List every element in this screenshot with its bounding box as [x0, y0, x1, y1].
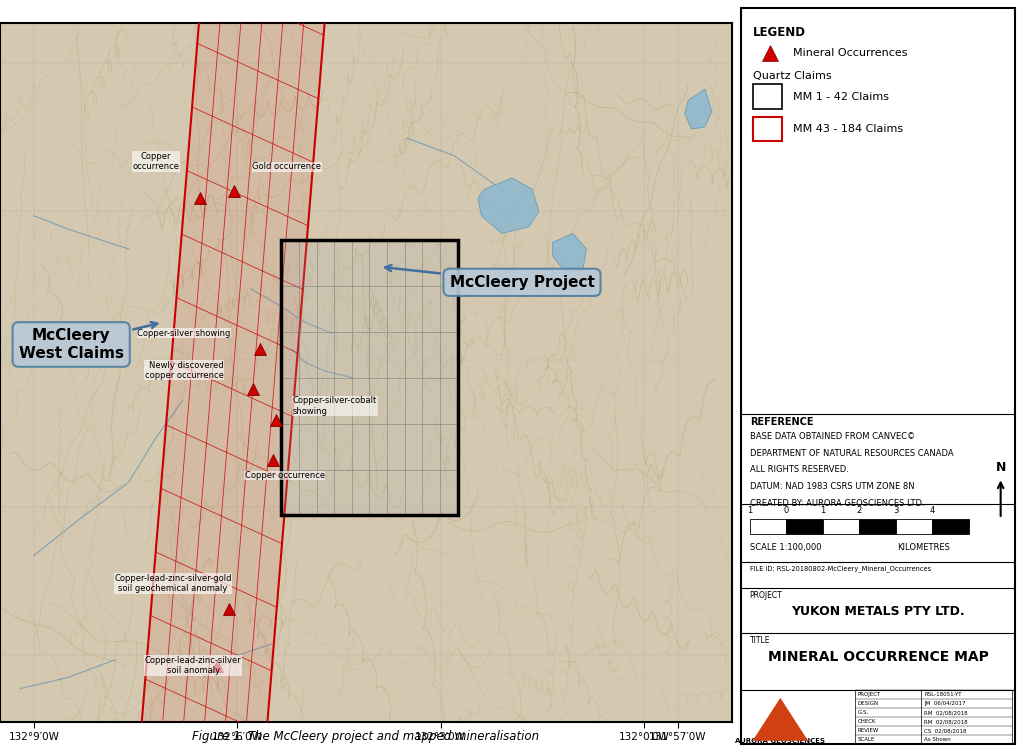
- Text: MINERAL OCCURRENCE MAP: MINERAL OCCURRENCE MAP: [768, 650, 988, 664]
- Text: PROJECT: PROJECT: [750, 591, 782, 600]
- Bar: [750, 519, 786, 534]
- Polygon shape: [753, 698, 808, 741]
- Bar: [786, 519, 822, 534]
- Text: As Shown: As Shown: [924, 738, 951, 742]
- Text: MM 1 - 42 Claims: MM 1 - 42 Claims: [794, 92, 890, 102]
- Bar: [859, 519, 896, 534]
- Text: G.S.: G.S.: [858, 711, 869, 715]
- Text: McCleery Project: McCleery Project: [385, 265, 595, 290]
- Text: DESIGN: DESIGN: [858, 702, 879, 706]
- Bar: [282, 240, 458, 515]
- Text: Figure 1. The McCleery project and mapped mineralisation: Figure 1. The McCleery project and mappe…: [193, 730, 539, 743]
- Text: CREATED BY: AURORA GEOSCIENCES LTD.: CREATED BY: AURORA GEOSCIENCES LTD.: [750, 499, 925, 508]
- Text: BASE DATA OBTAINED FROM CANVEC©: BASE DATA OBTAINED FROM CANVEC©: [750, 432, 914, 441]
- Text: N: N: [995, 461, 1006, 474]
- Text: 2: 2: [856, 506, 862, 515]
- Text: MM 43 - 184 Claims: MM 43 - 184 Claims: [794, 124, 903, 135]
- Bar: [753, 117, 781, 141]
- Text: Copper-silver-cobalt
showing: Copper-silver-cobalt showing: [293, 396, 377, 416]
- Polygon shape: [685, 89, 712, 129]
- Text: 1: 1: [748, 506, 753, 515]
- Bar: [822, 519, 859, 534]
- Text: 0: 0: [783, 506, 788, 515]
- Text: 3: 3: [893, 506, 898, 515]
- Text: Mineral Occurrences: Mineral Occurrences: [794, 47, 908, 58]
- Text: DEPARTMENT OF NATURAL RESOURCES CANADA: DEPARTMENT OF NATURAL RESOURCES CANADA: [750, 449, 953, 458]
- Text: Newly discovered
copper occurrence: Newly discovered copper occurrence: [144, 361, 223, 380]
- Text: YUKON METALS PTY LTD.: YUKON METALS PTY LTD.: [792, 605, 965, 617]
- Text: DATUM: NAD 1983 CSRS UTM ZONE 8N: DATUM: NAD 1983 CSRS UTM ZONE 8N: [750, 482, 914, 491]
- Bar: [753, 84, 781, 109]
- Polygon shape: [478, 178, 539, 233]
- Text: FILE ID: RSL-20180802-McCleery_Mineral_Occurrences: FILE ID: RSL-20180802-McCleery_Mineral_O…: [750, 566, 931, 572]
- Text: CHECK: CHECK: [858, 720, 877, 724]
- Text: KILOMETRES: KILOMETRES: [897, 543, 950, 552]
- Text: Copper occurrence: Copper occurrence: [245, 471, 325, 480]
- Bar: [932, 519, 969, 534]
- Text: 4: 4: [930, 506, 935, 515]
- Text: RSL-18051-YT: RSL-18051-YT: [924, 693, 962, 697]
- Text: McCleery
West Claims: McCleery West Claims: [18, 322, 158, 361]
- Text: SCALE 1:100,000: SCALE 1:100,000: [750, 543, 821, 552]
- Bar: [896, 519, 932, 534]
- Polygon shape: [553, 233, 587, 274]
- Text: Copper-lead-zinc-silver
soil anomaly: Copper-lead-zinc-silver soil anomaly: [144, 656, 242, 675]
- Text: RM  02/08/2018: RM 02/08/2018: [924, 720, 968, 724]
- Text: JM  06/04/2017: JM 06/04/2017: [924, 702, 966, 706]
- Text: AURORA GEOSCIENCES: AURORA GEOSCIENCES: [735, 738, 825, 744]
- Text: RM  02/08/2018: RM 02/08/2018: [924, 711, 968, 715]
- Bar: [855, 690, 1013, 744]
- Text: CS  02/08/2018: CS 02/08/2018: [924, 729, 967, 733]
- Bar: [282, 240, 458, 515]
- Bar: [282, 240, 458, 515]
- Text: ALL RIGHTS RESERVED.: ALL RIGHTS RESERVED.: [750, 465, 849, 475]
- Text: LEGEND: LEGEND: [753, 26, 806, 39]
- Text: TITLE: TITLE: [750, 636, 770, 645]
- Text: 1: 1: [820, 506, 825, 515]
- Polygon shape: [135, 0, 329, 752]
- Text: Copper-silver showing: Copper-silver showing: [137, 329, 230, 338]
- Text: REVIEW: REVIEW: [858, 729, 879, 733]
- Text: Copper
occurrence: Copper occurrence: [132, 152, 179, 171]
- Text: Gold occurrence: Gold occurrence: [252, 162, 322, 171]
- Text: PROJECT: PROJECT: [858, 693, 881, 697]
- Text: REFERENCE: REFERENCE: [750, 417, 813, 427]
- Text: SCALE: SCALE: [858, 738, 876, 742]
- Text: Quartz Claims: Quartz Claims: [753, 71, 831, 81]
- Text: Copper-lead-zinc-silver-gold
soil geochemical anomaly: Copper-lead-zinc-silver-gold soil geoche…: [114, 574, 231, 593]
